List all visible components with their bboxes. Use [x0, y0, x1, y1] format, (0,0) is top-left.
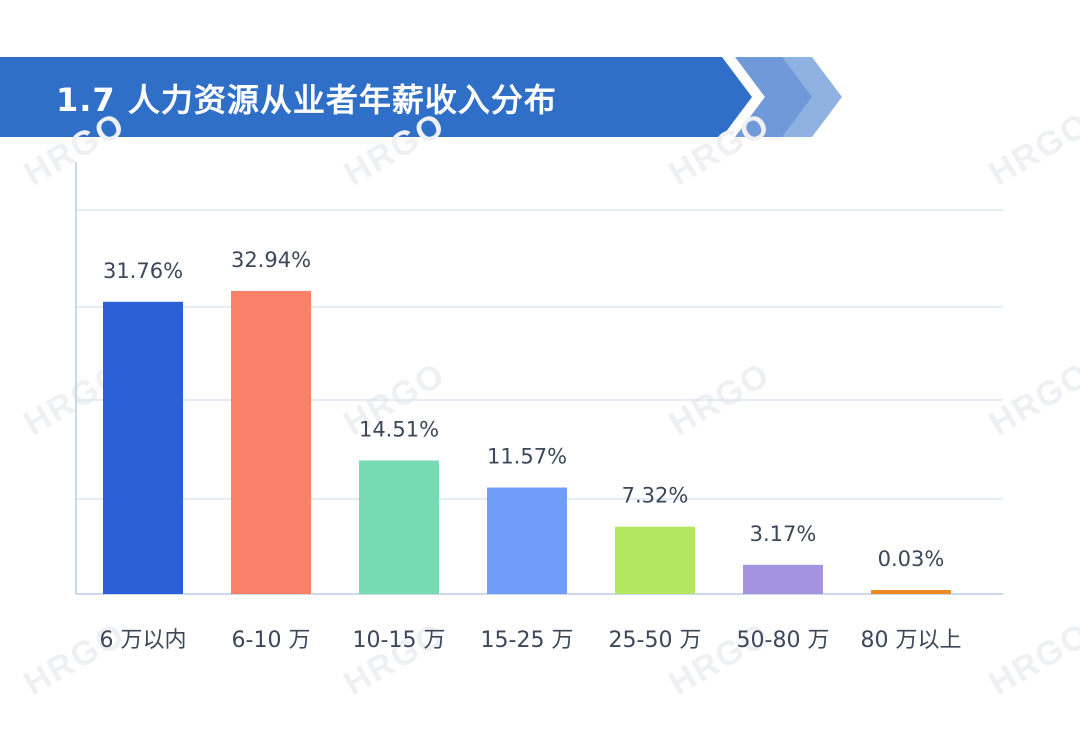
title-banner [0, 57, 842, 137]
x-tick-label: 6 万以内 [100, 628, 187, 653]
bar [231, 290, 311, 594]
bar [615, 526, 695, 594]
bar [487, 487, 567, 594]
bar [871, 590, 951, 594]
x-tick-label: 50-80 万 [737, 628, 830, 653]
data-label: 3.17% [750, 522, 817, 546]
x-tick-label: 25-50 万 [609, 628, 702, 653]
data-label: 31.76% [103, 259, 183, 283]
data-label: 32.94% [231, 248, 311, 272]
bar [743, 564, 823, 594]
data-label: 0.03% [878, 547, 945, 571]
x-tick-label: 6-10 万 [232, 628, 311, 653]
data-label: 11.57% [487, 445, 567, 469]
data-label: 7.32% [622, 484, 689, 508]
x-tick-label: 80 万以上 [861, 628, 962, 653]
banner-chevron-mid [735, 57, 812, 137]
x-tick-label: 15-25 万 [481, 628, 574, 653]
x-tick-label: 10-15 万 [353, 628, 446, 653]
banner-bar [0, 57, 752, 137]
bar [359, 460, 439, 594]
bar [103, 301, 183, 594]
data-label: 14.51% [359, 418, 439, 442]
page-title: 1.7 人力资源从业者年薪收入分布 [56, 81, 557, 119]
